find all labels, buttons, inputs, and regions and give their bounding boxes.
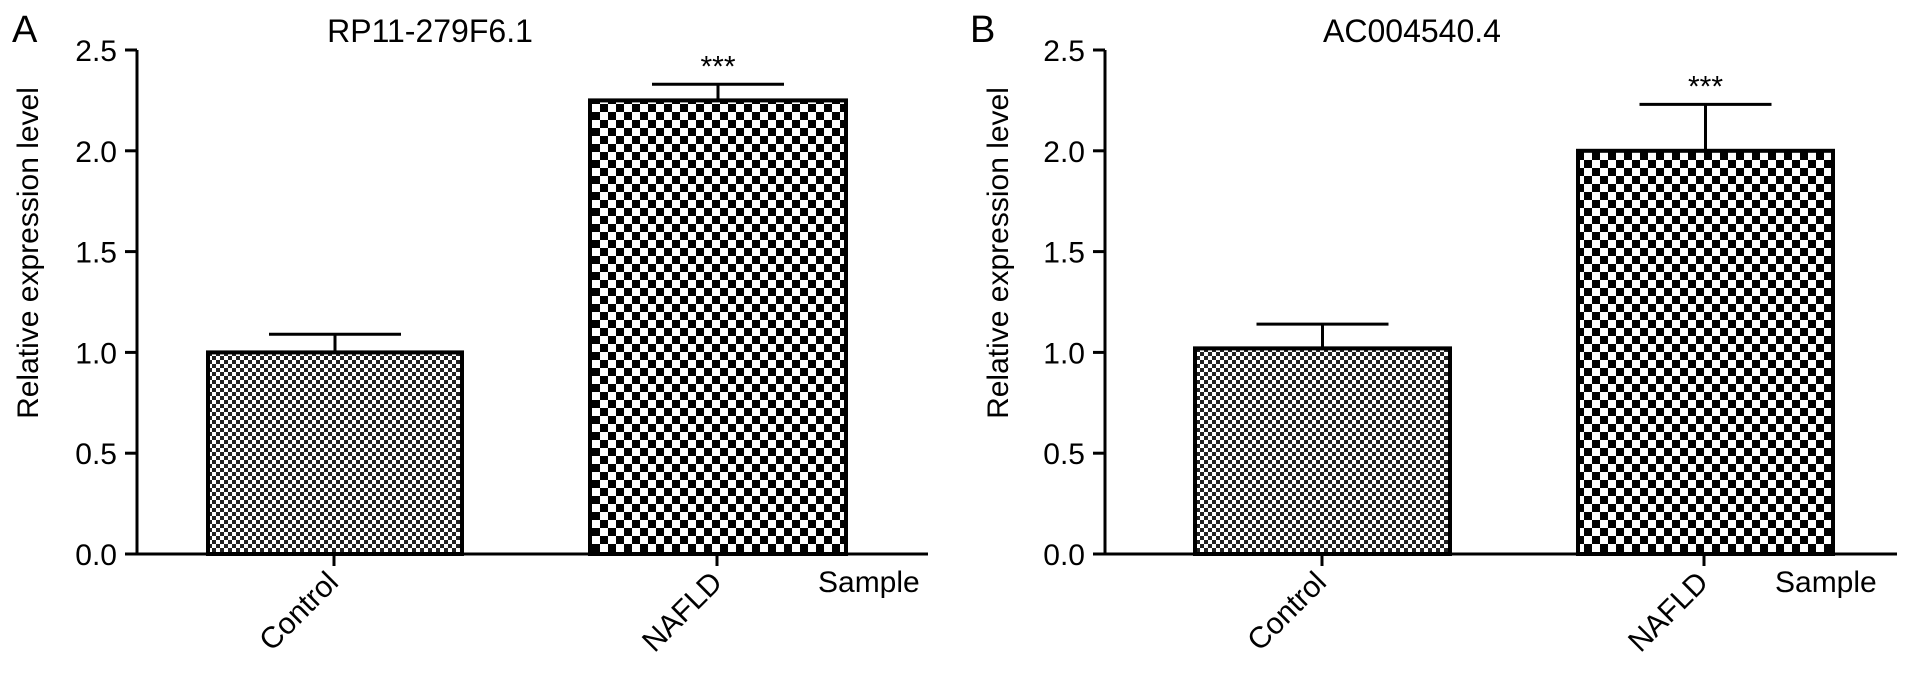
- category-label-nafld-a: NAFLD: [636, 566, 729, 659]
- category-label-control-a: Control: [253, 566, 345, 658]
- x-axis-label-b: Sample: [1775, 566, 1877, 599]
- bar-control-b: [1193, 346, 1452, 557]
- y-tick-label-b-0: 0.0: [1043, 539, 1085, 572]
- y-tick-label-b-1: 0.5: [1043, 438, 1085, 471]
- y-tick-label-a-1: 0.5: [75, 438, 117, 471]
- y-tick-label-b-2: 1.0: [1043, 337, 1085, 370]
- y-tick-label-b-5: 2.5: [1043, 35, 1085, 68]
- y-tick-label-a-5: 2.5: [75, 35, 117, 68]
- y-tick-label-a-2: 1.0: [75, 337, 117, 370]
- bar-nafld-b: [1576, 148, 1835, 557]
- y-axis-label-b: Relative expression level: [982, 87, 1015, 419]
- bars-a: ***: [206, 50, 848, 557]
- category-label-nafld-b: NAFLD: [1622, 566, 1715, 659]
- significance-label-nafld-b: ***: [1688, 70, 1723, 103]
- y-tick-label-a-4: 2.0: [75, 136, 117, 169]
- bar-nafld-a: [588, 98, 848, 557]
- category-label-control-b: Control: [1241, 566, 1333, 658]
- y-axis-b: 0.0 0.5 1.0 1.5 2.0 2.5: [1043, 35, 1107, 572]
- y-axis-label-a: Relative expression level: [12, 87, 45, 419]
- bars-b: ***: [1193, 70, 1835, 557]
- y-tick-label-a-0: 0.0: [75, 539, 117, 572]
- y-tick-label-b-3: 1.5: [1043, 237, 1085, 270]
- x-axis-label-a: Sample: [818, 566, 920, 599]
- bar-control-a: [206, 350, 464, 556]
- y-tick-label-a-3: 1.5: [75, 237, 117, 270]
- chart-panel-b: B AC004540.4 Relative expression level 0…: [970, 9, 1897, 659]
- y-tick-label-b-4: 2.0: [1043, 136, 1085, 169]
- y-axis-a: 0.0 0.5 1.0 1.5 2.0 2.5: [75, 35, 139, 572]
- chart-panel-a: A RP11-279F6.1 Relative expression level…: [12, 9, 928, 659]
- panel-letter-b: B: [970, 9, 995, 51]
- chart-title-b: AC004540.4: [1323, 13, 1501, 49]
- chart-title-a: RP11-279F6.1: [327, 13, 533, 49]
- significance-label-nafld-a: ***: [700, 50, 735, 83]
- panel-letter-a: A: [12, 9, 38, 51]
